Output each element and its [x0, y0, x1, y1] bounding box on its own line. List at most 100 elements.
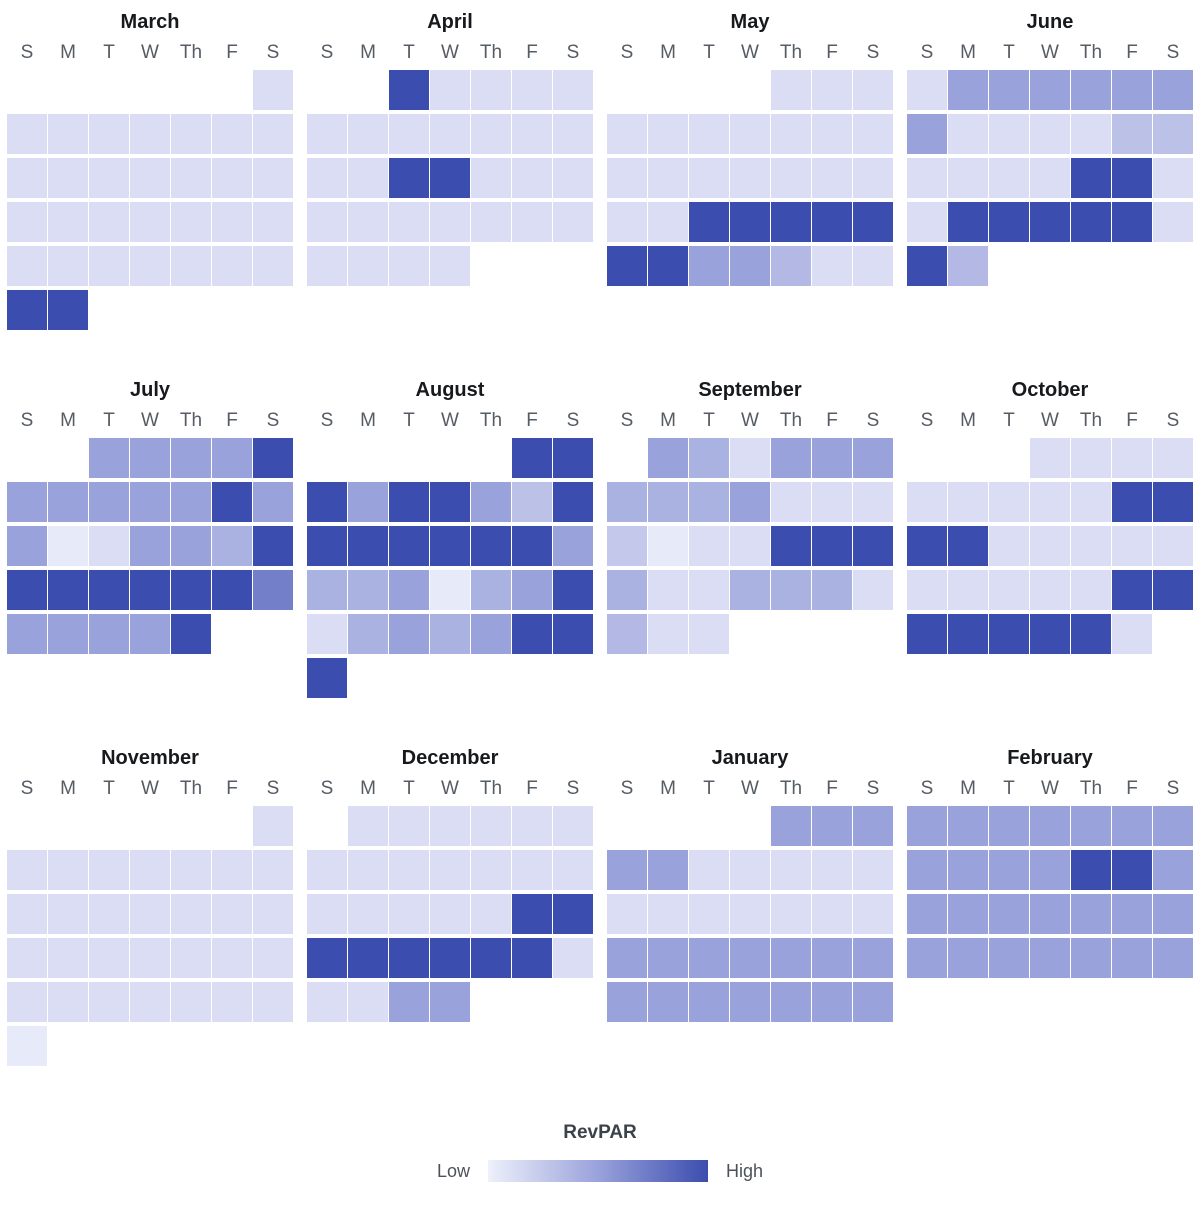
weekday-header-row: S M T W Th F S	[7, 774, 293, 804]
day-cell	[430, 114, 470, 154]
month-day-cells	[907, 806, 1193, 978]
day-cell	[553, 570, 593, 610]
day-cell	[389, 482, 429, 522]
day-cell	[989, 614, 1029, 654]
day-cell	[812, 938, 852, 978]
day-cell	[771, 806, 811, 846]
day-cell	[48, 894, 88, 934]
day-cell	[853, 938, 893, 978]
day-cell	[307, 850, 347, 890]
day-cell	[553, 938, 593, 978]
weekday-label: F	[826, 410, 838, 431]
day-cell	[348, 982, 388, 1022]
weekday-header-row: S M T W Th F S	[907, 406, 1193, 436]
day-cell	[553, 70, 593, 110]
day-cell	[648, 482, 688, 522]
day-cell	[1030, 570, 1070, 610]
weekday-label: S	[266, 410, 280, 431]
month-day-cells	[7, 438, 293, 654]
day-cell	[853, 202, 893, 242]
day-cell	[771, 526, 811, 566]
day-cell	[7, 570, 47, 610]
month-march: March S M T W Th F S	[7, 8, 293, 330]
day-cell	[689, 850, 729, 890]
month-november: November S M T W Th F S	[7, 744, 293, 1066]
day-cell	[689, 982, 729, 1022]
day-cell	[989, 158, 1029, 198]
weekday-label: T	[703, 778, 715, 799]
day-cell	[89, 614, 129, 654]
day-cell	[48, 526, 88, 566]
day-cell	[48, 202, 88, 242]
day-cell	[212, 570, 252, 610]
day-cell	[771, 850, 811, 890]
month-title: June	[1026, 11, 1074, 33]
day-cell	[1112, 938, 1152, 978]
day-cell	[171, 438, 211, 478]
day-cell	[430, 806, 470, 846]
day-cell	[1153, 202, 1193, 242]
day-cell	[771, 982, 811, 1022]
revpar-calendar-heatmap: March S M T W Th F S April S M T W Th F S May S M T W Th F S Jun…	[7, 8, 1193, 1182]
month-day-cells	[907, 438, 1193, 654]
weekday-label: Th	[179, 410, 203, 431]
weekday-header-row: S M T W Th F S	[307, 406, 593, 436]
day-cell	[512, 70, 552, 110]
day-cell	[171, 246, 211, 286]
day-cell	[253, 438, 293, 478]
month-september: September S M T W Th F S	[607, 376, 893, 698]
day-cell	[48, 158, 88, 198]
month-april: April S M T W Th F S	[307, 8, 593, 330]
weekday-label: S	[320, 778, 334, 799]
day-cell	[130, 526, 170, 566]
month-day-cells	[607, 806, 893, 1022]
day-cell	[307, 658, 347, 698]
day-cell	[430, 938, 470, 978]
day-cell	[89, 850, 129, 890]
day-cell	[389, 526, 429, 566]
weekday-label: S	[566, 410, 580, 431]
weekday-label: M	[360, 778, 376, 799]
weekday-label: S	[620, 42, 634, 63]
day-cell	[7, 246, 47, 286]
weekday-label: F	[226, 42, 238, 63]
weekday-label: T	[403, 410, 415, 431]
weekday-label: Th	[1079, 778, 1103, 799]
day-cell	[171, 570, 211, 610]
day-cell	[553, 482, 593, 522]
day-cell	[812, 570, 852, 610]
weekday-label: W	[441, 778, 459, 799]
day-cell	[771, 70, 811, 110]
day-cell	[430, 482, 470, 522]
day-cell	[389, 806, 429, 846]
day-cell	[89, 246, 129, 286]
day-cell	[171, 614, 211, 654]
day-cell	[1112, 614, 1152, 654]
day-cell	[607, 894, 647, 934]
day-cell	[648, 614, 688, 654]
day-cell	[1030, 114, 1070, 154]
weekday-label: W	[141, 42, 159, 63]
day-cell	[1030, 806, 1070, 846]
weekday-label: M	[360, 42, 376, 63]
weekday-header-row: S M T W Th F S	[907, 774, 1193, 804]
weekday-label: Th	[779, 410, 803, 431]
day-cell	[553, 850, 593, 890]
day-cell	[907, 806, 947, 846]
day-cell	[989, 526, 1029, 566]
day-cell	[1071, 806, 1111, 846]
weekday-label: M	[60, 410, 76, 431]
weekday-label: S	[920, 410, 934, 431]
day-cell	[48, 982, 88, 1022]
month-day-cells	[607, 70, 893, 286]
day-cell	[471, 806, 511, 846]
day-cell	[771, 114, 811, 154]
day-cell	[1112, 158, 1152, 198]
day-cell	[853, 850, 893, 890]
day-cell	[253, 114, 293, 154]
day-cell	[430, 570, 470, 610]
day-cell	[471, 70, 511, 110]
day-cell	[948, 114, 988, 154]
day-cell	[1112, 202, 1152, 242]
day-cell	[607, 570, 647, 610]
